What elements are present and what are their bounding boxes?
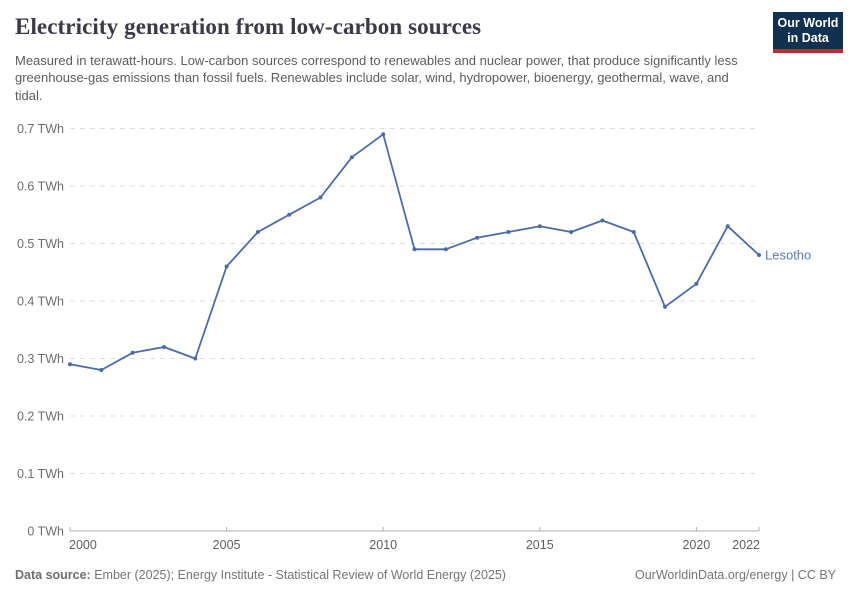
data-point[interactable]: [224, 264, 229, 269]
x-tick-label: 2005: [213, 538, 241, 552]
y-tick-label: 0.4 TWh: [17, 295, 64, 309]
owid-logo-line2: in Data: [787, 30, 829, 45]
owid-logo[interactable]: Our World in Data: [773, 12, 843, 53]
y-tick-label: 0.5 TWh: [17, 237, 64, 251]
x-tick-label: 2015: [526, 538, 554, 552]
owid-logo-line1: Our World: [777, 16, 839, 30]
data-source-label: Data source:: [15, 568, 91, 582]
data-point[interactable]: [318, 195, 323, 200]
data-point[interactable]: [443, 247, 448, 252]
page-title: Electricity generation from low-carbon s…: [15, 14, 482, 39]
data-point[interactable]: [569, 230, 574, 234]
data-point[interactable]: [475, 235, 480, 240]
data-point[interactable]: [757, 253, 761, 257]
data-point[interactable]: [600, 218, 605, 223]
data-point[interactable]: [725, 224, 730, 229]
data-point[interactable]: [255, 230, 260, 234]
data-point[interactable]: [537, 224, 542, 229]
x-tick-label: 2022: [732, 538, 760, 552]
data-point[interactable]: [694, 281, 699, 286]
y-tick-label: 0.3 TWh: [17, 352, 64, 366]
data-point[interactable]: [162, 345, 166, 349]
data-line[interactable]: [69, 133, 760, 371]
data-source: Data source: Ember (2025); Energy Instit…: [15, 568, 506, 582]
data-point[interactable]: [663, 304, 667, 309]
data-source-text: Ember (2025); Energy Institute - Statist…: [90, 568, 506, 582]
y-tick-label: 0.2 TWh: [17, 410, 64, 424]
y-tick-label: 0.1 TWh: [17, 467, 64, 481]
x-tick-label: 2020: [682, 538, 710, 552]
data-point[interactable]: [506, 230, 511, 234]
series-label[interactable]: Lesotho: [765, 248, 811, 263]
x-tick-label: 2000: [69, 538, 97, 552]
data-point[interactable]: [631, 230, 636, 234]
data-point[interactable]: [349, 155, 354, 160]
data-point[interactable]: [412, 247, 417, 252]
y-tick-label: 0.7 TWh: [17, 122, 64, 136]
data-point[interactable]: [130, 350, 135, 355]
y-tick-label: 0 TWh: [27, 525, 64, 539]
data-point[interactable]: [287, 212, 292, 217]
x-tick-label: 2010: [369, 538, 397, 552]
y-tick-label: 0.6 TWh: [17, 180, 64, 194]
data-point[interactable]: [99, 368, 104, 372]
data-point[interactable]: [193, 356, 198, 361]
license-link[interactable]: OurWorldinData.org/energy | CC BY: [634, 568, 836, 582]
chart-subtitle: Measured in terawatt-hours. Low-carbon s…: [15, 53, 738, 103]
data-point[interactable]: [381, 132, 386, 137]
data-point[interactable]: [68, 362, 72, 367]
chart-footer: Data source: Ember (2025); Energy Instit…: [15, 568, 836, 582]
